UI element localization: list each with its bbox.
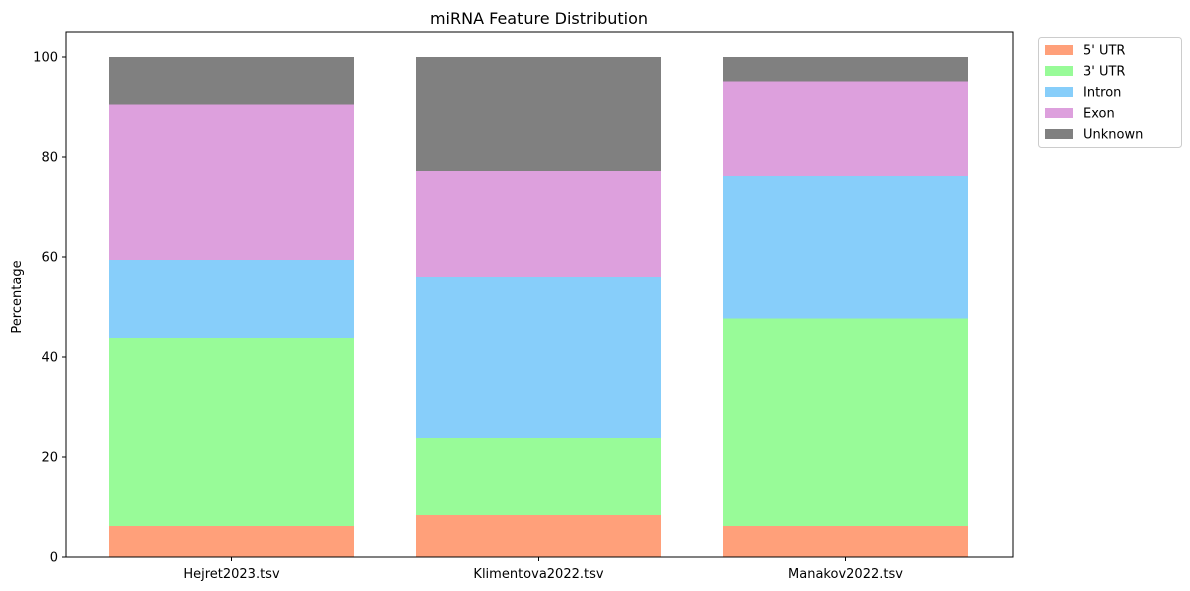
y-tick-label: 0: [50, 551, 58, 566]
bar-segment-exon-2: [416, 171, 661, 277]
legend-swatch-unknown: [1045, 129, 1073, 139]
bar-segment-exon-3: [723, 81, 968, 176]
legend-swatch-exon: [1045, 108, 1073, 118]
x-tick-label: Manakov2022.tsv: [788, 567, 903, 582]
bar-segment-intron-1: [109, 260, 354, 338]
legend-label-unknown: Unknown: [1083, 128, 1143, 143]
y-tick-label: 80: [41, 151, 58, 166]
x-axis: Hejret2023.tsv Klimentova2022.tsv Manakov2…: [183, 557, 903, 582]
y-axis-label: Percentage: [10, 260, 25, 333]
legend-label-intron: Intron: [1083, 86, 1121, 101]
y-axis: 0 20 40 60 80 100: [33, 51, 66, 566]
bar-segment-5-utr-3: [723, 526, 968, 557]
legend-swatch-intron: [1045, 87, 1073, 97]
bar-segment-3-utr-1: [109, 338, 354, 526]
y-tick-label: 40: [41, 351, 58, 366]
bar-segment-unknown-2: [416, 57, 661, 171]
legend-label-5-utr: 5' UTR: [1083, 44, 1125, 59]
x-tick-label: Hejret2023.tsv: [183, 567, 280, 582]
legend: 5' UTR 3' UTR Intron Exon Unknown: [1038, 37, 1182, 148]
legend-label-exon: Exon: [1083, 107, 1115, 122]
legend-swatch-3-utr: [1045, 66, 1073, 76]
bar-segment-3-utr-2: [416, 438, 661, 515]
x-tick-label: Klimentova2022.tsv: [473, 567, 603, 582]
bar-segment-5-utr-1: [109, 526, 354, 557]
y-tick-label: 100: [33, 51, 58, 66]
bar-segment-intron-3: [723, 176, 968, 319]
y-tick-label: 20: [41, 451, 58, 466]
bar-segment-unknown-3: [723, 57, 968, 82]
bar-segment-intron-2: [416, 277, 661, 438]
bar-segment-unknown-1: [109, 57, 354, 105]
bar-segment-5-utr-2: [416, 515, 661, 557]
bar-segment-exon-1: [109, 104, 354, 260]
legend-label-3-utr: 3' UTR: [1083, 65, 1125, 80]
y-tick-label: 60: [41, 251, 58, 266]
plot-frame: [65, 31, 1014, 558]
bar-segment-3-utr-3: [723, 318, 968, 526]
chart-title: miRNA Feature Distribution: [430, 9, 648, 28]
bars-group: [109, 57, 968, 557]
legend-swatch-5-utr: [1045, 45, 1073, 55]
legend-box: [1038, 37, 1182, 148]
